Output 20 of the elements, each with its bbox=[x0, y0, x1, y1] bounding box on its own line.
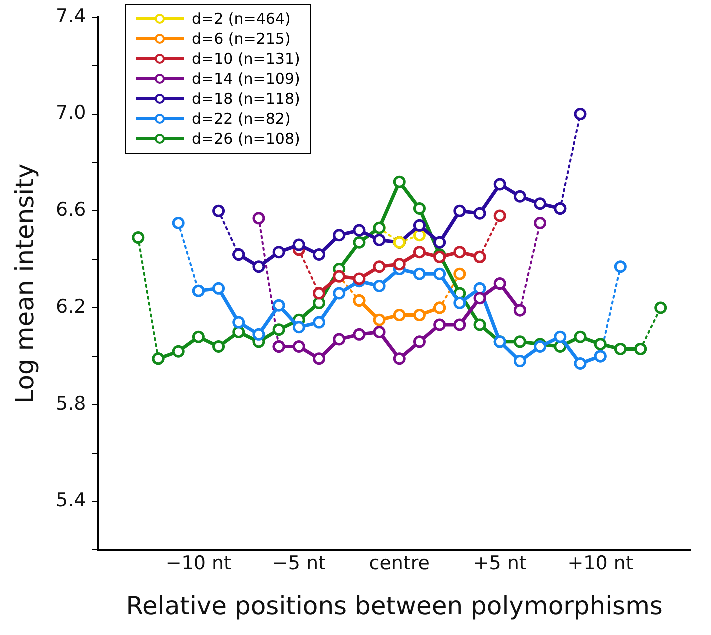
legend-label: d=2 (n=464) bbox=[192, 9, 291, 29]
y-tick-label: 5.4 bbox=[56, 490, 86, 512]
legend-label: d=10 (n=131) bbox=[192, 49, 300, 69]
y-tick-label: 5.8 bbox=[56, 392, 86, 415]
y-tick-label: 6.6 bbox=[56, 199, 86, 222]
legend-label: d=6 (n=215) bbox=[192, 29, 291, 49]
y-tick-label: 7.0 bbox=[56, 102, 86, 124]
x-tick-label: −10 nt bbox=[166, 552, 232, 575]
x-tick-label: +10 nt bbox=[568, 552, 634, 575]
x-tick-label: centre bbox=[369, 552, 430, 575]
legend-label: d=26 (n=108) bbox=[192, 129, 300, 149]
legend-label: d=18 (n=118) bbox=[192, 89, 300, 109]
legend-label: d=14 (n=109) bbox=[192, 69, 300, 89]
y-axis-title: Log mean intensity bbox=[10, 164, 40, 404]
x-tick-label: −5 nt bbox=[272, 552, 326, 575]
x-axis-title: Relative positions between polymorphisms bbox=[126, 592, 663, 620]
x-tick-label: +5 nt bbox=[473, 552, 527, 575]
y-tick-label: 6.2 bbox=[56, 296, 86, 318]
legend-label: d=22 (n=82) bbox=[192, 109, 291, 129]
y-tick-label: 7.4 bbox=[56, 5, 86, 28]
